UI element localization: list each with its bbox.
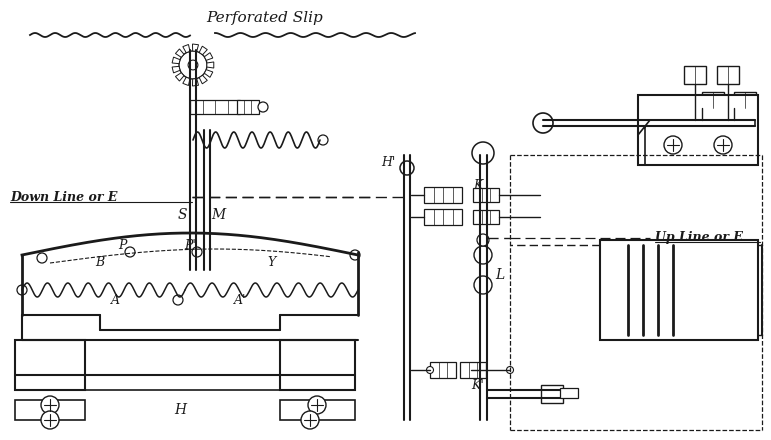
Bar [560,388,578,398]
Bar [473,188,499,202]
Bar [280,400,355,420]
Bar [15,400,85,420]
Circle shape [474,276,492,294]
Circle shape [308,396,326,414]
Text: K: K [473,179,483,191]
Bar [424,209,462,225]
Bar [237,100,259,114]
Circle shape [400,161,414,175]
Circle shape [41,396,59,414]
Polygon shape [176,73,184,81]
Circle shape [472,142,494,164]
Text: A: A [110,293,120,307]
Text: Y: Y [268,256,276,268]
Text: L: L [496,268,505,282]
Circle shape [179,51,207,79]
Bar [734,92,756,108]
Text: Perforated Slip: Perforated Slip [207,11,323,25]
Polygon shape [199,46,207,55]
Bar [280,340,355,390]
Circle shape [477,234,489,246]
Circle shape [17,285,27,295]
Circle shape [173,295,183,305]
Text: M: M [211,208,225,222]
Circle shape [474,246,492,264]
Bar [702,92,724,108]
Circle shape [533,113,553,133]
Text: B: B [96,256,105,268]
Polygon shape [193,78,198,86]
Circle shape [714,136,732,154]
Bar [460,362,486,378]
Bar [717,66,739,84]
Text: H': H' [381,155,395,169]
Circle shape [664,136,682,154]
Bar [424,187,462,203]
Polygon shape [207,62,214,68]
Circle shape [37,253,47,263]
Text: Up Line or E: Up Line or E [655,231,743,243]
Polygon shape [199,75,207,84]
Text: A': A' [234,293,246,307]
Polygon shape [176,49,184,57]
Polygon shape [172,57,180,64]
Bar [190,100,240,114]
Text: K': K' [472,378,484,392]
Circle shape [350,250,360,260]
Polygon shape [183,44,190,53]
Polygon shape [204,70,213,77]
Circle shape [188,60,198,70]
Bar [638,95,758,165]
Text: P: P [118,238,126,252]
Circle shape [318,135,328,145]
Circle shape [507,367,513,374]
Text: H: H [174,403,186,417]
Bar [430,362,456,378]
Text: Down Line or E: Down Line or E [10,191,117,204]
Polygon shape [193,44,198,51]
Bar [684,66,706,84]
Circle shape [41,411,59,429]
Polygon shape [183,77,190,85]
Circle shape [258,102,268,112]
Polygon shape [172,66,180,73]
Bar [600,240,758,340]
Bar [15,340,85,390]
Bar [473,210,499,224]
Circle shape [426,367,433,374]
Circle shape [192,247,202,257]
Circle shape [125,247,135,257]
Circle shape [301,411,319,429]
Text: P': P' [184,238,196,252]
Bar [541,385,563,403]
Text: S: S [177,208,187,222]
Polygon shape [204,53,213,60]
